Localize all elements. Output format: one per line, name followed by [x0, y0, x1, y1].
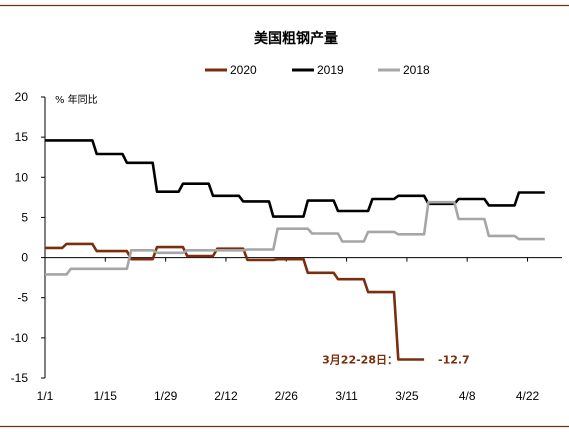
- x-tick-label: 4/22: [516, 389, 540, 403]
- annotation-layer: 3月22-28日： -12.7: [322, 354, 470, 367]
- x-tick-label: 1/29: [154, 389, 178, 403]
- y-tick-label: -10: [11, 331, 29, 345]
- y-tick-label: -5: [17, 291, 28, 305]
- x-tick-label: 2/12: [214, 389, 238, 403]
- x-tick-label: 1/15: [94, 389, 118, 403]
- y-tick-label: 0: [21, 251, 28, 265]
- x-tick-label: 3/25: [395, 389, 419, 403]
- x-tick-label: 2/26: [275, 389, 299, 403]
- annotation-label: 3月22-28日：: [322, 354, 398, 367]
- y-unit-label: % 年同比: [55, 93, 98, 106]
- y-tick-label: 20: [15, 90, 29, 104]
- y-tick-label: 15: [15, 130, 29, 144]
- y-tick-label: 5: [21, 210, 28, 224]
- legend-label-2018: 2018: [403, 63, 430, 77]
- series-line-2018: [45, 200, 545, 276]
- x-tick-label: 4/8: [459, 389, 476, 403]
- series-line-2019: [45, 139, 545, 218]
- legend: 2020 2019 2018: [205, 63, 430, 77]
- series-line-2020: [45, 242, 425, 361]
- annotation-value: -12.7: [438, 354, 470, 367]
- x-tick-label: 3/11: [335, 389, 358, 403]
- legend-label-2019: 2019: [317, 63, 344, 77]
- chart-title: 美国粗钢产量: [254, 30, 338, 47]
- x-tick-label: 1/1: [37, 389, 54, 403]
- axes: 20 15 10 5 0 -5 -10 -15 1/1 1/15 1/29 2/12 2/26 3/11 3…: [11, 90, 562, 403]
- y-tick-label: -15: [11, 371, 29, 385]
- series-layer: [45, 139, 545, 361]
- y-tick-label: 10: [15, 170, 29, 184]
- legend-label-2020: 2020: [230, 63, 257, 77]
